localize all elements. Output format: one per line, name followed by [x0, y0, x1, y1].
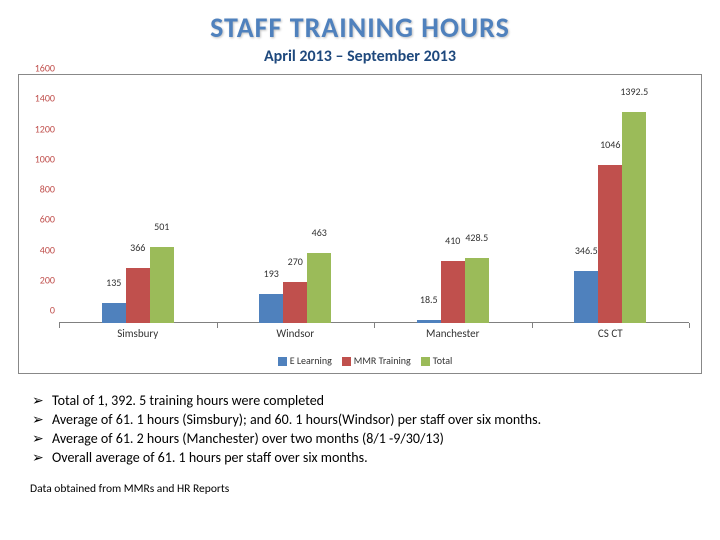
legend: E Learning MMR Training Total — [19, 354, 701, 367]
category-label: CS CT — [598, 327, 623, 340]
bar-value-label: 18.5 — [420, 293, 438, 306]
x-tick-mark — [689, 323, 690, 328]
legend-swatch — [342, 357, 351, 366]
bar-value-label: 1046 — [600, 138, 620, 151]
y-tick-label: 1000 — [35, 152, 55, 165]
bar-value-label: 135 — [106, 276, 121, 289]
bar — [126, 268, 150, 323]
bar-group: 18.5 410 428.5 — [374, 83, 532, 323]
bar-value-label: 270 — [288, 255, 303, 268]
category-label: Simsbury — [117, 327, 158, 340]
y-tick-label: 400 — [40, 243, 55, 256]
y-tick-label: 1400 — [35, 92, 55, 105]
footnote: Data obtained from MMRs and HR Reports — [30, 482, 690, 496]
bar — [307, 253, 331, 323]
bar-value-label: 1392.5 — [620, 85, 648, 98]
y-tick-label: 600 — [40, 213, 55, 226]
bullet-item: Total of 1, 392. 5 training hours were c… — [30, 392, 690, 411]
bar-group: 193 270 463 — [217, 83, 375, 323]
y-tick-label: 0 — [50, 304, 55, 317]
bar-value-label: 193 — [264, 267, 279, 280]
bar — [259, 294, 283, 323]
page-title: STAFF TRAINING HOURS — [0, 0, 720, 45]
bar — [150, 247, 174, 323]
legend-label: E Learning — [290, 354, 332, 367]
bar-value-label: 463 — [312, 226, 327, 239]
bar — [102, 303, 126, 323]
bar-group: 346.5 1046 1392.5 — [532, 83, 690, 323]
bar — [465, 258, 489, 323]
y-tick-label: 1600 — [35, 62, 55, 75]
legend-label: MMR Training — [354, 354, 411, 367]
bullet-item: Average of 61. 1 hours (Simsbury); and 6… — [30, 411, 690, 430]
bar-value-label: 366 — [130, 241, 145, 254]
bar — [283, 282, 307, 323]
legend-label: Total — [433, 354, 453, 367]
y-tick-label: 800 — [40, 183, 55, 196]
y-tick-label: 200 — [40, 273, 55, 286]
bar — [622, 112, 646, 323]
y-tick-label: 1200 — [35, 122, 55, 135]
bar-value-label: 501 — [154, 220, 169, 233]
bar — [574, 271, 598, 323]
legend-swatch — [421, 357, 430, 366]
category-label: Windsor — [276, 327, 314, 340]
bar — [441, 261, 465, 323]
bar-value-label: 410 — [445, 234, 460, 247]
bar — [598, 165, 622, 323]
x-axis-labels: Simsbury Windsor Manchester CS CT — [59, 323, 689, 343]
category-label: Manchester — [426, 327, 479, 340]
bullet-item: Average of 61. 2 hours (Manchester) over… — [30, 430, 690, 449]
chart-container: 02004006008001000120014001600 1353665011… — [18, 74, 702, 374]
page-subtitle: April 2013 – September 2013 — [0, 47, 720, 66]
bar-group: 135 366 501 — [59, 83, 217, 323]
legend-swatch — [278, 357, 287, 366]
bullet-item: Overall average of 61. 1 hours per staff… — [30, 449, 690, 468]
plot-area: 135 366 501 193 270 463 18.5 410 428.5 346.5 1046 1… — [59, 83, 689, 323]
bar-value-label: 346.5 — [575, 244, 598, 257]
bar-value-label: 428.5 — [465, 231, 488, 244]
y-axis: 02004006008001000120014001600 — [19, 83, 59, 323]
summary-bullets: Total of 1, 392. 5 training hours were c… — [30, 392, 690, 468]
